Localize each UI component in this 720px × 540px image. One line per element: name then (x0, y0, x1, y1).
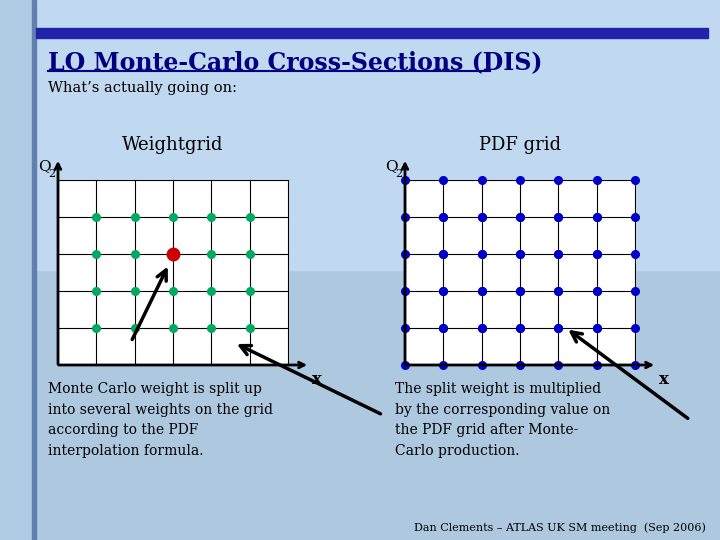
Text: Dan Clements – ATLAS UK SM meeting  (Sep 2006): Dan Clements – ATLAS UK SM meeting (Sep … (414, 523, 706, 534)
Text: The split weight is multiplied
by the corresponding value on
the PDF grid after : The split weight is multiplied by the co… (395, 382, 611, 458)
Text: PDF grid: PDF grid (479, 136, 561, 154)
Text: Q: Q (38, 159, 50, 173)
Text: Q: Q (385, 159, 397, 173)
Text: 2: 2 (395, 169, 402, 179)
Text: x: x (312, 370, 322, 388)
Text: LO Monte-Carlo Cross-Sections (DIS): LO Monte-Carlo Cross-Sections (DIS) (48, 50, 542, 74)
Text: What’s actually going on:: What’s actually going on: (48, 81, 237, 95)
Bar (0, 0, 720, 270)
Bar (58, 180, 288, 365)
Text: Weightgrid: Weightgrid (122, 136, 224, 154)
Bar (0, 0, 32, 540)
Text: x: x (659, 370, 669, 388)
Text: 2: 2 (48, 169, 55, 179)
Bar (32, 0, 36, 540)
Bar (405, 180, 635, 365)
Text: Monte Carlo weight is split up
into several weights on the grid
according to the: Monte Carlo weight is split up into seve… (48, 382, 273, 458)
Bar (36, 28, 708, 38)
